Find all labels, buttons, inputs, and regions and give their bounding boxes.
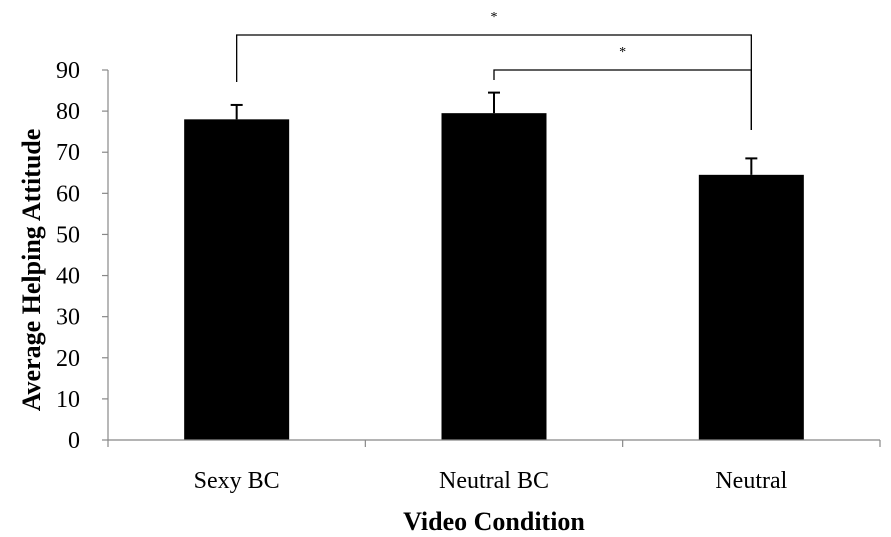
x-tick-label: Neutral BC bbox=[439, 468, 549, 494]
y-tick-label: 30 bbox=[56, 305, 80, 331]
bar bbox=[184, 119, 290, 440]
x-tick-label: Sexy BC bbox=[194, 468, 280, 494]
y-tick-label: 60 bbox=[56, 181, 80, 207]
x-axis-title: Video Condition bbox=[403, 507, 585, 536]
y-tick-label: 10 bbox=[56, 387, 80, 413]
significance-label: * bbox=[619, 45, 626, 60]
y-tick-label: 40 bbox=[56, 264, 80, 290]
y-tick-label: 70 bbox=[56, 140, 80, 166]
error-bars bbox=[230, 91, 758, 175]
x-tick-label: Neutral bbox=[715, 468, 787, 494]
y-tick-label: 0 bbox=[68, 428, 80, 454]
significance-bracket bbox=[493, 69, 752, 130]
bars bbox=[184, 113, 804, 441]
y-tick-label: 90 bbox=[56, 58, 80, 84]
bar bbox=[698, 174, 804, 441]
significance-label: * bbox=[491, 10, 498, 25]
y-tick-label: 20 bbox=[56, 346, 80, 372]
significance-brackets: ** bbox=[236, 10, 752, 130]
y-tick-label: 80 bbox=[56, 99, 80, 125]
y-axis-title: Average Helping Attitude bbox=[17, 129, 46, 412]
y-tick-label: 50 bbox=[56, 222, 80, 248]
bar bbox=[441, 113, 547, 441]
x-axis-ticks: Sexy BC Neutral BC Neutral bbox=[107, 440, 881, 494]
y-axis-ticks: 0 10 20 30 40 50 60 70 80 90 bbox=[56, 58, 108, 454]
